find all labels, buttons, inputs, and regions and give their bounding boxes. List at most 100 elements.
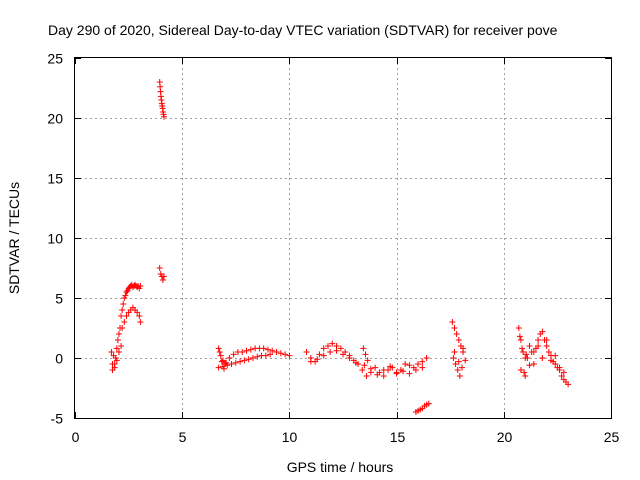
data-point xyxy=(119,307,126,313)
chart-title: Day 290 of 2020, Sidereal Day-to-day VTE… xyxy=(48,22,558,38)
data-point xyxy=(455,337,462,343)
data-point xyxy=(237,358,244,365)
data-point xyxy=(216,349,223,355)
data-point xyxy=(522,355,529,361)
data-point xyxy=(380,367,387,373)
data-point xyxy=(243,347,250,354)
data-point xyxy=(262,352,269,359)
data-point xyxy=(232,359,239,366)
data-point xyxy=(419,364,426,371)
data-point xyxy=(361,362,368,369)
data-point xyxy=(367,365,374,372)
data-point xyxy=(451,349,458,355)
data-point xyxy=(254,353,261,360)
data-point xyxy=(539,328,546,335)
axis-ticks xyxy=(75,58,612,419)
y-tick-label: 15 xyxy=(47,171,63,187)
data-point xyxy=(329,340,336,347)
data-point xyxy=(123,313,130,319)
data-point xyxy=(543,343,550,349)
data-point xyxy=(333,347,340,354)
x-tick-label: 5 xyxy=(179,429,187,445)
y-tick-label: 25 xyxy=(47,51,63,67)
x-axis-label: GPS time / hours xyxy=(287,459,394,475)
data-point xyxy=(327,349,334,355)
data-point xyxy=(223,359,230,366)
data-point xyxy=(552,361,559,367)
data-point xyxy=(108,349,115,355)
data-point xyxy=(458,364,465,371)
data-point xyxy=(402,361,409,367)
data-point xyxy=(565,381,572,388)
data-point xyxy=(134,309,141,316)
data-point xyxy=(517,367,524,373)
data-point xyxy=(530,361,537,367)
data-point xyxy=(400,368,407,375)
y-tick-label: 5 xyxy=(55,291,63,307)
data-point xyxy=(230,351,237,358)
data-point xyxy=(415,361,422,367)
data-point xyxy=(535,343,542,349)
data-point xyxy=(111,361,118,367)
x-tick-label: 0 xyxy=(72,429,80,445)
y-tick-label: 10 xyxy=(47,231,63,247)
data-point xyxy=(273,349,280,355)
data-point xyxy=(556,364,563,371)
data-point xyxy=(452,361,459,367)
data-point xyxy=(374,371,381,378)
data-point xyxy=(526,362,533,369)
data-point xyxy=(156,265,163,271)
data-point xyxy=(269,347,276,354)
data-point xyxy=(451,325,458,331)
data-point xyxy=(260,345,267,352)
data-point xyxy=(241,357,248,364)
x-tick-label: 25 xyxy=(604,429,620,445)
data-point xyxy=(119,325,126,331)
data-point xyxy=(387,363,394,370)
data-point xyxy=(226,355,233,361)
y-tick-label: 0 xyxy=(55,351,63,367)
data-point xyxy=(228,361,235,367)
data-point xyxy=(393,370,400,377)
data-point xyxy=(450,355,457,361)
data-point xyxy=(219,357,226,364)
data-point xyxy=(215,364,222,371)
data-point xyxy=(115,349,122,355)
data-point xyxy=(535,337,542,343)
data-point xyxy=(307,358,314,365)
data-point xyxy=(362,351,369,358)
data-point xyxy=(160,113,167,120)
data-point xyxy=(122,292,129,299)
data-point xyxy=(282,351,289,358)
data-point xyxy=(247,346,254,353)
data-point xyxy=(115,331,122,337)
data-point xyxy=(364,357,371,364)
data-point xyxy=(359,367,366,373)
data-point xyxy=(460,345,467,352)
data-point xyxy=(239,349,246,355)
data-point xyxy=(286,352,293,359)
data-point xyxy=(136,313,143,319)
data-point xyxy=(217,352,224,359)
x-tick-label: 15 xyxy=(390,429,406,445)
data-point xyxy=(526,343,533,349)
data-point xyxy=(160,273,167,280)
data-point xyxy=(547,357,554,364)
data-point xyxy=(120,301,127,307)
plot-frame xyxy=(74,57,612,419)
x-tick-label: 20 xyxy=(497,429,513,445)
data-point xyxy=(406,362,413,369)
data-point xyxy=(419,358,426,365)
data-point xyxy=(316,351,323,358)
data-point xyxy=(363,373,370,379)
y-tick-label: -5 xyxy=(51,411,64,427)
data-point xyxy=(539,355,546,361)
data-point xyxy=(218,358,225,365)
data-point xyxy=(277,350,284,357)
data-point xyxy=(380,373,387,379)
data-point xyxy=(113,357,120,364)
data-point xyxy=(118,343,125,349)
data-points xyxy=(108,79,572,415)
data-point xyxy=(521,369,528,376)
